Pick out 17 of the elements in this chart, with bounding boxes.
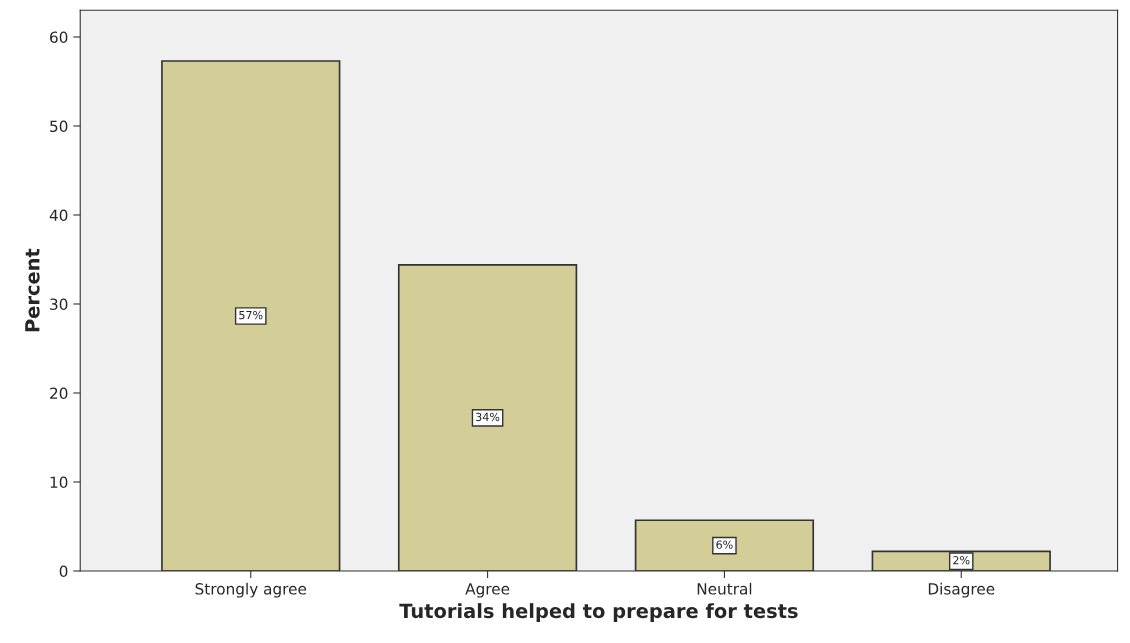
data-label: 57% [239,310,263,320]
y-tick-label: 50 [50,120,68,133]
y-tick-label: 0 [59,565,68,578]
y-tick-label: 60 [50,31,68,44]
y-tick-label: 10 [50,476,68,489]
data-label: 34% [476,412,500,422]
y-tick-label: 30 [50,298,68,311]
y-tick-label: 40 [49,209,68,222]
data-label: 2% [953,556,970,565]
x-axis-title: Tutorials helped to prepare for tests [399,603,798,622]
y-tick-label: 20 [50,387,68,400]
x-tick-label: Agree [465,583,510,598]
x-tick-label: Disagree [928,582,995,598]
x-tick-label: Neutral [697,582,752,595]
data-label: 6% [716,540,733,549]
y-axis-title: Percent [25,248,40,332]
x-tick-label: Strongly agree [195,582,307,598]
